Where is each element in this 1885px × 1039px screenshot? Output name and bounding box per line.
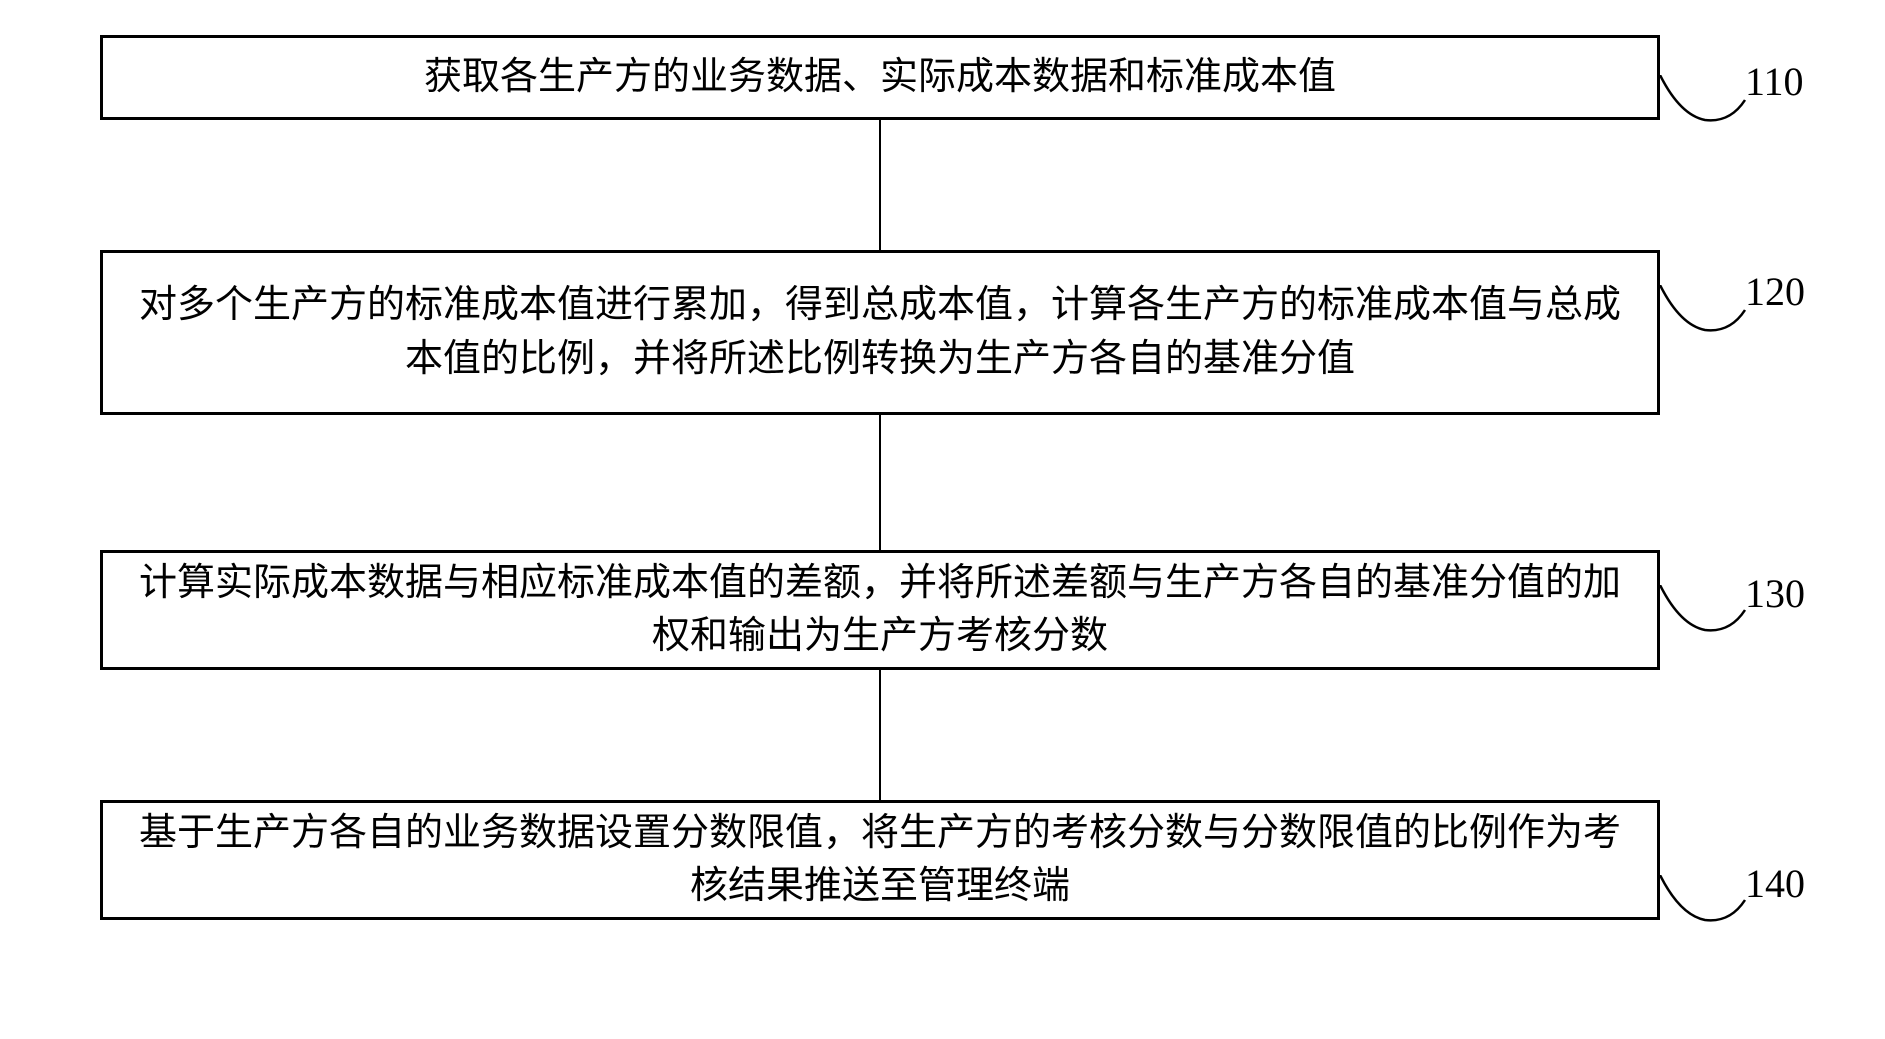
- step-text-110: 获取各生产方的业务数据、实际成本数据和标准成本值: [424, 51, 1336, 104]
- step-label-130: 130: [1745, 570, 1805, 617]
- step-label-120: 120: [1745, 268, 1805, 315]
- step-box-120: 对多个生产方的标准成本值进行累加，得到总成本值，计算各生产方的标准成本值与总成本…: [100, 250, 1660, 415]
- step-label-110: 110: [1745, 58, 1804, 105]
- step-text-130: 计算实际成本数据与相应标准成本值的差额，并将所述差额与生产方各自的基准分值的加权…: [123, 557, 1637, 663]
- curve-connector-140: [1660, 875, 1750, 930]
- connector-110-120: [879, 120, 881, 250]
- flowchart-container: 获取各生产方的业务数据、实际成本数据和标准成本值 对多个生产方的标准成本值进行累…: [100, 35, 1660, 920]
- step-text-120: 对多个生产方的标准成本值进行累加，得到总成本值，计算各生产方的标准成本值与总成本…: [123, 279, 1637, 385]
- step-box-140: 基于生产方各自的业务数据设置分数限值，将生产方的考核分数与分数限值的比例作为考核…: [100, 800, 1660, 920]
- step-text-140: 基于生产方各自的业务数据设置分数限值，将生产方的考核分数与分数限值的比例作为考核…: [123, 807, 1637, 913]
- connector-130-140: [879, 670, 881, 800]
- step-label-140: 140: [1745, 860, 1805, 907]
- step-box-130: 计算实际成本数据与相应标准成本值的差额，并将所述差额与生产方各自的基准分值的加权…: [100, 550, 1660, 670]
- step-box-110: 获取各生产方的业务数据、实际成本数据和标准成本值: [100, 35, 1660, 120]
- connector-120-130: [879, 415, 881, 550]
- curve-connector-110: [1660, 75, 1750, 130]
- curve-connector-130: [1660, 585, 1750, 640]
- curve-connector-120: [1660, 285, 1750, 340]
